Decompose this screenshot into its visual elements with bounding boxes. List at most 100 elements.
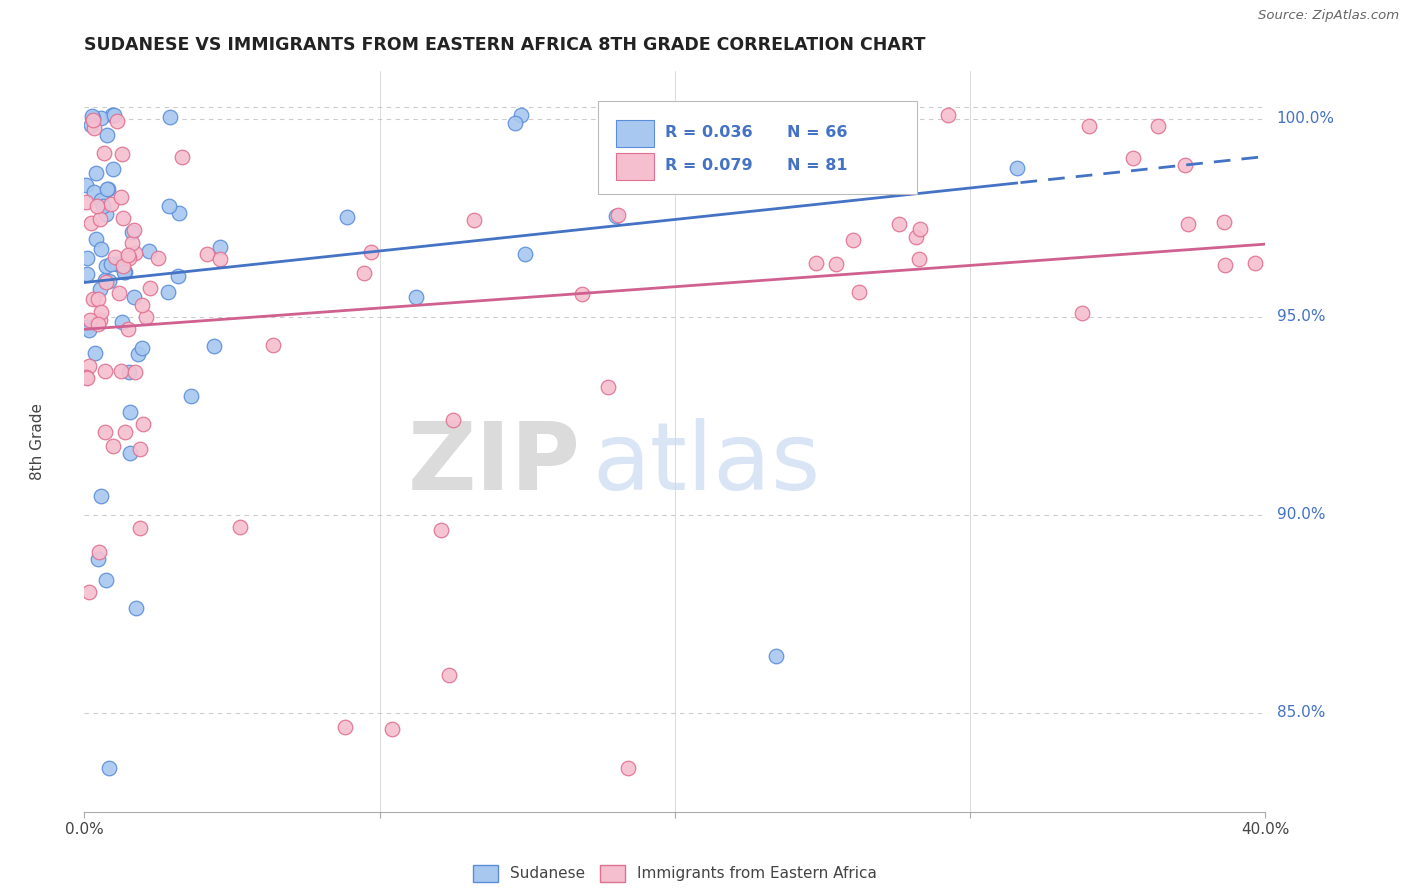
Point	[429, 523, 451, 537]
Point	[889, 217, 911, 231]
Point	[118, 405, 141, 419]
Point	[405, 289, 427, 303]
Point	[131, 341, 153, 355]
Point	[159, 111, 181, 125]
Point	[112, 211, 135, 225]
Point	[842, 233, 865, 247]
Point	[90, 194, 112, 208]
Point	[118, 365, 141, 379]
Point	[80, 118, 103, 132]
Point	[908, 221, 931, 235]
Point	[79, 312, 101, 326]
Text: SUDANESE VS IMMIGRANTS FROM EASTERN AFRICA 8TH GRADE CORRELATION CHART: SUDANESE VS IMMIGRANTS FROM EASTERN AFRI…	[84, 36, 927, 54]
Point	[1146, 119, 1168, 133]
Text: ZIP: ZIP	[408, 417, 581, 509]
Point	[77, 584, 100, 599]
Point	[94, 425, 117, 439]
Point	[905, 230, 928, 244]
Point	[381, 722, 404, 736]
Point	[1077, 120, 1099, 134]
Point	[101, 162, 124, 177]
Point	[89, 242, 111, 256]
Point	[97, 182, 120, 196]
Point	[105, 113, 128, 128]
Point	[125, 601, 148, 615]
Point	[617, 761, 640, 775]
Text: N = 66: N = 66	[787, 125, 848, 140]
Point	[127, 347, 149, 361]
Point	[129, 442, 152, 457]
Point	[1007, 161, 1029, 175]
Point	[669, 178, 692, 192]
Point	[117, 322, 139, 336]
Point	[103, 439, 125, 453]
Point	[94, 573, 117, 587]
Point	[353, 266, 375, 280]
FancyBboxPatch shape	[598, 101, 917, 194]
Point	[1122, 152, 1144, 166]
Point	[103, 108, 125, 122]
Point	[114, 425, 136, 439]
Point	[515, 247, 537, 261]
Point	[180, 389, 202, 403]
Point	[596, 380, 619, 394]
Point	[204, 339, 226, 353]
Point	[135, 310, 157, 325]
Text: atlas: atlas	[592, 417, 821, 509]
Point	[603, 108, 626, 122]
Point	[87, 292, 110, 306]
Point	[104, 250, 127, 264]
Point	[91, 199, 114, 213]
Point	[94, 273, 117, 287]
Point	[90, 111, 112, 125]
Point	[778, 118, 800, 132]
Point	[89, 313, 111, 327]
Point	[79, 216, 101, 230]
Point	[111, 146, 134, 161]
Point	[195, 246, 218, 260]
Point	[157, 285, 180, 300]
Point	[77, 359, 100, 374]
Point	[89, 282, 111, 296]
Text: 85.0%: 85.0%	[1277, 706, 1324, 720]
FancyBboxPatch shape	[616, 120, 654, 147]
Text: R = 0.079: R = 0.079	[665, 158, 754, 173]
Point	[87, 544, 110, 558]
Point	[752, 108, 775, 122]
Point	[121, 235, 143, 250]
Point	[93, 145, 115, 160]
Point	[605, 209, 627, 223]
Point	[131, 298, 153, 312]
Legend: Sudanese, Immigrants from Eastern Africa: Sudanese, Immigrants from Eastern Africa	[465, 857, 884, 889]
Point	[607, 208, 630, 222]
Point	[84, 345, 107, 359]
Point	[110, 190, 132, 204]
Point	[172, 150, 194, 164]
Point	[90, 304, 112, 318]
Point	[138, 244, 160, 258]
Point	[360, 245, 382, 260]
Point	[100, 258, 122, 272]
Point	[108, 285, 131, 300]
Point	[76, 319, 98, 334]
Point	[503, 116, 526, 130]
Point	[167, 268, 190, 283]
Point	[139, 280, 162, 294]
Point	[111, 315, 134, 329]
Point	[118, 446, 141, 460]
Point	[79, 322, 101, 336]
Point	[82, 292, 104, 306]
Text: 95.0%: 95.0%	[1277, 310, 1324, 325]
Point	[936, 108, 959, 122]
Point	[146, 252, 169, 266]
Point	[707, 157, 730, 171]
Point	[82, 112, 104, 127]
Point	[75, 178, 97, 193]
Text: 8th Grade: 8th Grade	[30, 403, 45, 480]
Point	[1071, 306, 1094, 320]
Point	[100, 197, 122, 211]
Point	[1213, 258, 1236, 272]
Point	[76, 371, 98, 385]
Point	[96, 128, 118, 142]
Point	[94, 260, 117, 274]
